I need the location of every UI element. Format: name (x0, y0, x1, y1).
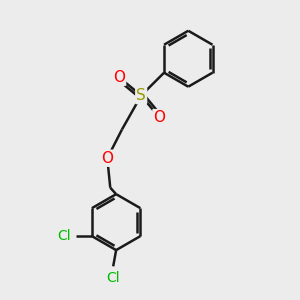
Text: S: S (136, 88, 146, 103)
Text: O: O (153, 110, 165, 125)
Text: O: O (101, 151, 113, 166)
Text: Cl: Cl (106, 271, 120, 285)
Text: O: O (113, 70, 125, 85)
Text: Cl: Cl (57, 229, 70, 243)
